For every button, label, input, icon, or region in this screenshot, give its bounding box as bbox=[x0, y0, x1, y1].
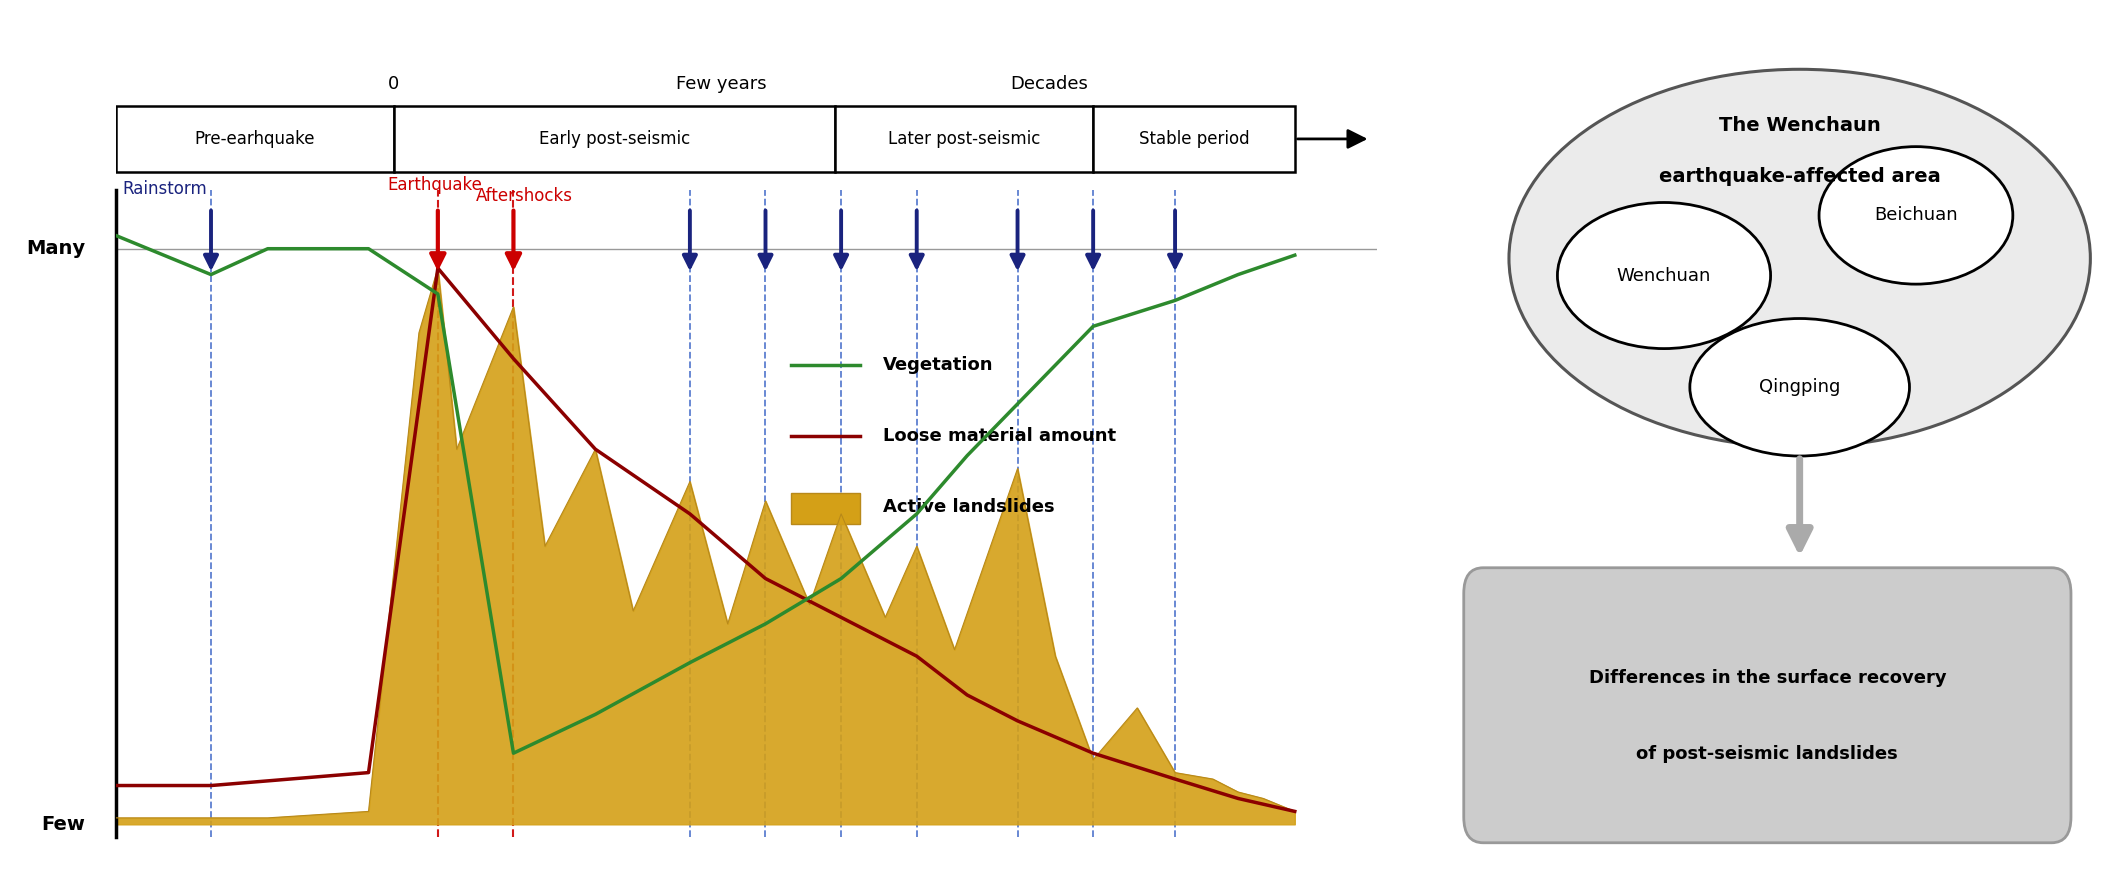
Text: 0: 0 bbox=[388, 74, 400, 93]
Text: of post-seismic landslides: of post-seismic landslides bbox=[1637, 745, 1898, 764]
Ellipse shape bbox=[1557, 203, 1771, 348]
Ellipse shape bbox=[1819, 147, 2012, 284]
Bar bbox=[790, 493, 860, 524]
Text: Pre-earhquake: Pre-earhquake bbox=[195, 130, 316, 148]
Text: Vegetation: Vegetation bbox=[883, 356, 993, 374]
Text: Qingping: Qingping bbox=[1758, 378, 1841, 396]
Text: Active landslides: Active landslides bbox=[883, 499, 1055, 517]
Bar bbox=[394, 106, 834, 172]
Text: Differences in the surface recovery: Differences in the surface recovery bbox=[1588, 670, 1946, 688]
Text: Stable period: Stable period bbox=[1139, 130, 1250, 148]
Text: Rainstorm: Rainstorm bbox=[123, 181, 208, 198]
Text: Many: Many bbox=[25, 239, 85, 258]
Text: Early post-seismic: Early post-seismic bbox=[538, 130, 690, 148]
Text: Loose material amount: Loose material amount bbox=[883, 427, 1116, 446]
Bar bbox=[834, 106, 1093, 172]
Text: Wenchuan: Wenchuan bbox=[1616, 267, 1711, 284]
Bar bbox=[1093, 106, 1294, 172]
Text: Decades: Decades bbox=[1010, 74, 1089, 93]
Bar bbox=[116, 106, 394, 172]
Text: Later post-seismic: Later post-seismic bbox=[887, 130, 1040, 148]
Ellipse shape bbox=[1690, 319, 1910, 456]
Ellipse shape bbox=[1508, 69, 2090, 447]
Text: Few years: Few years bbox=[676, 74, 767, 93]
Text: Aftershocks: Aftershocks bbox=[477, 187, 572, 205]
FancyBboxPatch shape bbox=[1464, 568, 2071, 843]
Text: The Wenchaun: The Wenchaun bbox=[1720, 116, 1881, 135]
Text: Beichuan: Beichuan bbox=[1874, 206, 1957, 224]
Text: Earthquake: Earthquake bbox=[388, 176, 483, 194]
Text: Few: Few bbox=[40, 815, 85, 834]
Text: earthquake-affected area: earthquake-affected area bbox=[1658, 167, 1940, 186]
